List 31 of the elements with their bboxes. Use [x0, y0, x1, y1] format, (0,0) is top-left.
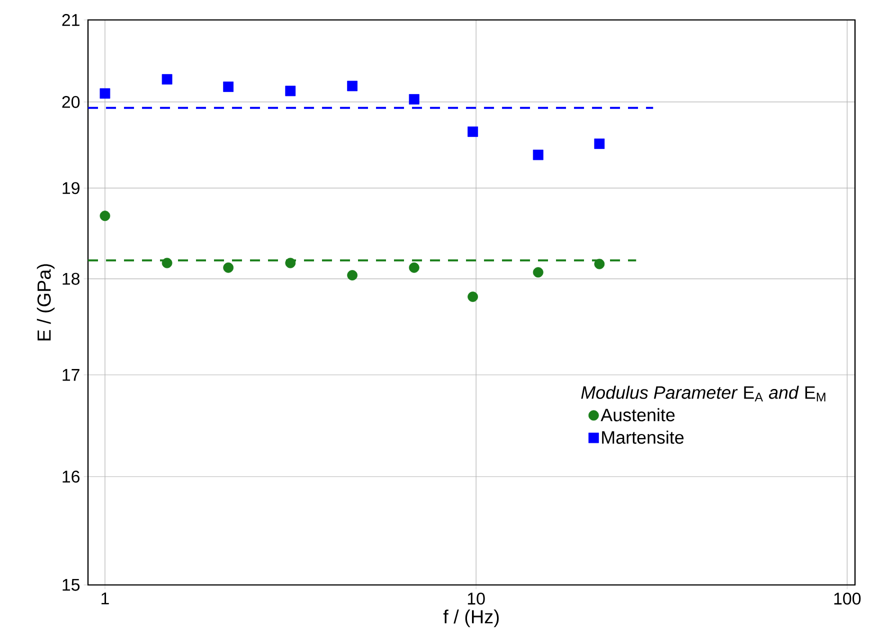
point — [223, 262, 234, 273]
y-tick-label: 17 — [62, 369, 80, 381]
point — [408, 262, 420, 273]
y-tick-label: 20 — [62, 96, 80, 108]
y-axis-title: E / (GPa) — [36, 264, 55, 340]
x-axis-title: f / (Hz) — [443, 610, 499, 628]
point — [223, 82, 234, 92]
legend-label: Martensite — [602, 430, 684, 444]
point — [285, 86, 296, 96]
y-tick-label: 19 — [62, 182, 80, 194]
point — [594, 138, 605, 149]
x-tick-label: 100 — [834, 592, 861, 605]
y-tick-label: 15 — [62, 579, 80, 591]
point — [532, 267, 544, 278]
point — [162, 74, 172, 85]
point — [532, 150, 544, 160]
point — [408, 94, 420, 105]
point — [347, 80, 358, 92]
point — [100, 88, 110, 99]
point — [347, 270, 358, 280]
y-tick-label: 18 — [62, 272, 80, 285]
point — [594, 258, 605, 270]
legend-title: Modulus Parameter E$_{A}$ and E$_{M}$ — [581, 386, 826, 402]
legend-label: Austenite — [600, 408, 675, 422]
point — [162, 258, 172, 268]
point — [285, 258, 296, 268]
x-tick-label: 1 — [102, 592, 109, 604]
x-tick-label: 10 — [468, 592, 485, 605]
point — [100, 210, 110, 222]
y-tick-label: 16 — [62, 470, 80, 483]
y-tick-label: 21 — [62, 14, 80, 26]
